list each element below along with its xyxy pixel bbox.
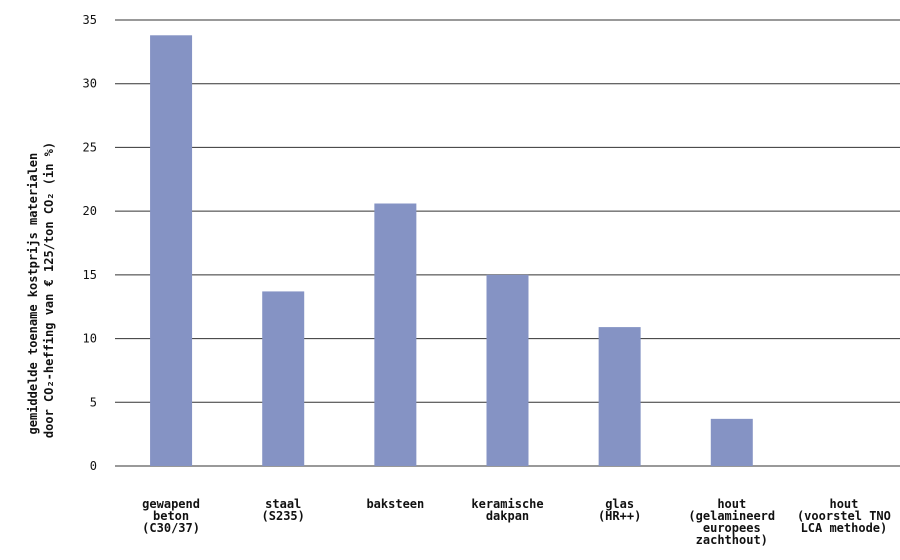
bar: [374, 203, 417, 467]
y-axis-label-line-2: door CO₂-heffing van € 125/ton CO₂ (in %…: [42, 142, 56, 438]
bars: [150, 35, 753, 467]
x-category-label: baksteen: [366, 497, 424, 511]
bar: [150, 35, 193, 466]
y-axis-ticks: 0 5 10 15 20 25 30 35: [83, 13, 97, 473]
y-tick-label: 20: [83, 204, 97, 218]
y-tick-label: 35: [83, 13, 97, 27]
y-tick-label: 30: [83, 77, 97, 91]
bar: [486, 274, 529, 466]
x-category-label: gewapend beton (C30/37): [142, 497, 200, 535]
bar: [598, 327, 641, 466]
y-tick-label: 15: [83, 268, 97, 282]
y-axis-label: gemiddelde toename kostprijs materialen …: [26, 142, 56, 438]
y-tick-label: 5: [90, 395, 97, 409]
x-category-label: staal (S235): [262, 497, 305, 523]
y-axis-label-line-1: gemiddelde toename kostprijs materialen: [26, 153, 40, 435]
x-axis-categories: gewapend beton (C30/37) staal (S235) baksteen…: [142, 497, 891, 547]
y-tick-label: 25: [83, 140, 97, 154]
y-tick-label: 0: [90, 459, 97, 473]
bar: [710, 418, 753, 466]
bar: [262, 291, 305, 466]
y-tick-label: 10: [83, 332, 97, 346]
x-category-label: keramische dakpan: [471, 497, 543, 523]
x-category-label: hout (gelamineerd europees zachthout): [688, 497, 775, 547]
x-category-label: glas (HR++): [598, 497, 641, 523]
x-category-label: hout (voorstel TNO LCA methode): [797, 497, 891, 535]
